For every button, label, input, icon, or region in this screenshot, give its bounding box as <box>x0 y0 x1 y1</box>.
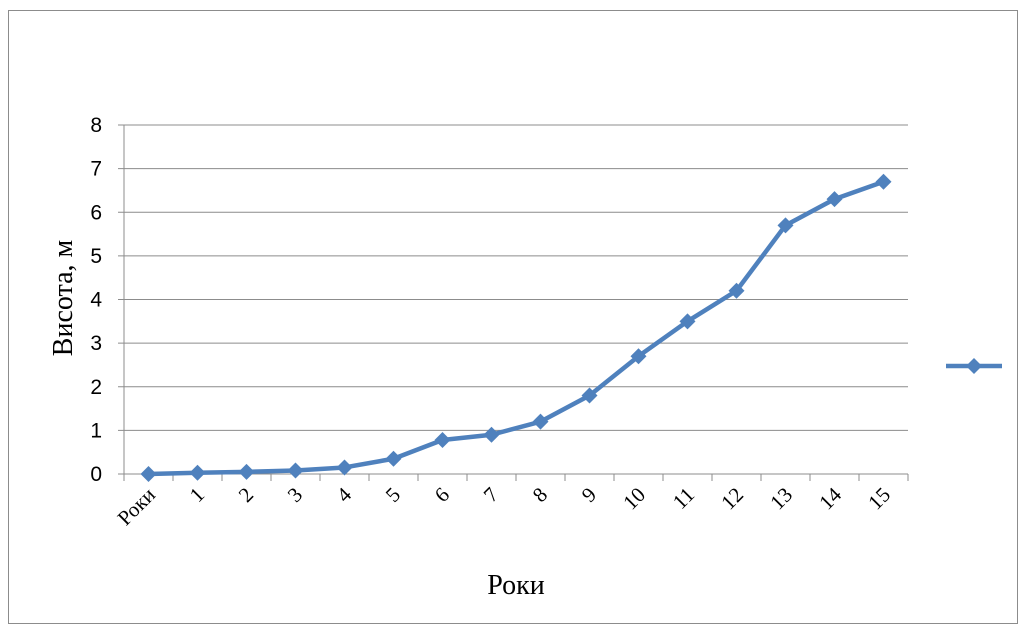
data-point <box>532 413 549 430</box>
series <box>140 173 892 482</box>
y-tick-label: 6 <box>90 201 102 224</box>
x-tick-label: 12 <box>716 483 748 515</box>
chart-frame <box>8 10 1018 624</box>
data-point <box>630 348 647 365</box>
y-tick-label: 2 <box>90 376 102 399</box>
x-tick-label: 15 <box>863 483 895 515</box>
y-tick-label: 5 <box>90 245 102 268</box>
x-tick-label: 8 <box>528 483 552 507</box>
x-tick-label: 7 <box>479 483 503 507</box>
y-tick-label: 7 <box>90 158 102 181</box>
x-tick-label: 9 <box>577 483 601 507</box>
x-tick-label: 10 <box>618 483 650 515</box>
data-point <box>777 217 794 234</box>
data-point <box>875 173 892 190</box>
y-tick-labels: 0 1 2 3 4 5 6 7 8 <box>90 114 102 486</box>
legend-marker <box>966 358 982 374</box>
y-tick-label: 1 <box>90 419 102 442</box>
series-line <box>146 179 886 477</box>
data-point <box>189 464 206 481</box>
x-tick-label: 3 <box>283 483 307 507</box>
data-point <box>434 431 451 448</box>
data-point <box>385 450 402 467</box>
y-axis-title: Висота, м <box>48 240 79 357</box>
data-point <box>826 191 843 208</box>
data-point <box>140 466 157 482</box>
x-tick-label: 1 <box>185 483 209 507</box>
x-tick-label: 11 <box>668 483 699 514</box>
data-point <box>238 463 255 480</box>
x-tick-label: 6 <box>430 483 454 507</box>
y-tick-label: 3 <box>90 332 102 355</box>
x-tick-label: 5 <box>381 483 405 507</box>
x-tick-labels: Роки 1 2 3 4 5 6 7 8 9 10 11 12 13 14 15 <box>113 482 895 530</box>
data-point <box>728 282 745 299</box>
x-axis-title: Роки <box>487 570 544 601</box>
x-tick-label: Роки <box>113 483 160 530</box>
x-tick-label: 2 <box>234 483 258 507</box>
data-point <box>679 313 696 330</box>
data-point <box>581 387 598 404</box>
x-tick-label: 13 <box>765 483 797 515</box>
data-point <box>483 426 500 443</box>
legend <box>946 358 1002 374</box>
x-tick-label: 4 <box>332 482 357 507</box>
y-tick-label: 0 <box>90 463 102 486</box>
y-tick-label: 8 <box>90 114 102 137</box>
data-point <box>336 459 353 476</box>
x-tick-label: 14 <box>814 482 846 514</box>
y-tick-label: 4 <box>90 289 102 312</box>
gridlines <box>124 124 908 431</box>
data-point <box>287 462 304 479</box>
